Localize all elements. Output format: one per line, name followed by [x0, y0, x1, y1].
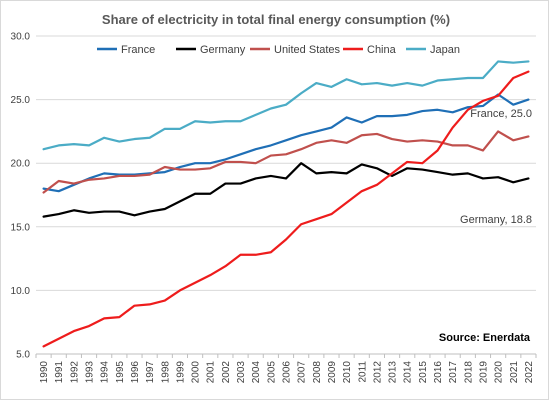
series-line-france [42, 93, 530, 193]
y-tick-label: 10.0 [11, 286, 31, 297]
x-tick-label: 2011 [357, 361, 368, 383]
x-tick-label: 1990 [39, 361, 50, 384]
x-tick-label: 2008 [312, 361, 323, 384]
gridlines [36, 35, 536, 355]
x-tick-label: 2010 [342, 361, 353, 384]
x-tick-label: 1996 [130, 361, 141, 384]
x-tick-label: 2001 [206, 361, 217, 384]
x-tick-label: 2006 [282, 361, 293, 384]
x-axis: 1990 1991 1992 1993 1994 1995 1996 1997 1998 1999… [35, 354, 537, 384]
x-tick-label: 1993 [85, 361, 96, 384]
series-line-united-states [42, 130, 530, 194]
x-tick-label: 1991 [54, 361, 65, 384]
series-group [42, 60, 530, 348]
y-axis: 5.0 10.0 15.0 20.0 25.0 30.0 [11, 32, 31, 361]
x-tick-label: 2003 [236, 361, 247, 384]
annotations: France, 25.0 Germany, 18.8 [460, 108, 532, 226]
series-line-japan [42, 60, 530, 151]
x-tick-label: 2022 [524, 361, 535, 384]
x-tick-label: 2002 [221, 361, 232, 384]
x-tick-label: 2007 [297, 361, 308, 384]
x-tick-label: 2005 [266, 361, 277, 384]
legend-label: Germany [200, 44, 246, 56]
x-tick-label: 1994 [100, 361, 111, 384]
y-tick-label: 30.0 [11, 32, 31, 43]
y-tick-label: 15.0 [11, 222, 31, 233]
legend: France Germany United States China Japan [97, 44, 460, 56]
x-tick-label: 2013 [388, 361, 399, 384]
x-tick-label: 1992 [69, 361, 80, 384]
legend-label: France [121, 44, 155, 56]
x-tick-label: 2019 [478, 361, 489, 384]
x-tick-label: 2020 [494, 361, 505, 384]
chart-title: Share of electricity in total final ener… [102, 12, 450, 27]
series-line-china [42, 70, 530, 348]
x-tick-label: 1997 [145, 361, 156, 384]
legend-label: Japan [430, 44, 460, 56]
y-tick-label: 5.0 [16, 350, 30, 361]
x-tick-label: 2009 [327, 361, 338, 384]
x-tick-label: 2015 [418, 361, 429, 384]
legend-label: United States [274, 44, 341, 56]
x-tick-label: 2000 [191, 361, 202, 384]
legend-label: China [367, 44, 397, 56]
x-tick-label: 2012 [372, 361, 383, 384]
x-tick-label: 1999 [175, 361, 186, 384]
annotation-label: Germany, 18.8 [460, 214, 532, 226]
x-tick-label: 2004 [251, 361, 262, 384]
x-tick-label: 2017 [448, 361, 459, 384]
annotation-label: France, 25.0 [470, 108, 532, 120]
x-tick-label: 2016 [433, 361, 444, 384]
x-tick-label: 2021 [509, 361, 520, 384]
x-tick-label: 1998 [160, 361, 171, 384]
x-tick-label: 1995 [115, 361, 126, 384]
x-tick-label: 2018 [463, 361, 474, 384]
x-tick-label: 2014 [403, 361, 414, 384]
series-line-germany [42, 162, 530, 218]
y-tick-label: 20.0 [11, 159, 31, 170]
source-note: Source: Enerdata [439, 332, 531, 344]
y-tick-label: 25.0 [11, 95, 31, 106]
